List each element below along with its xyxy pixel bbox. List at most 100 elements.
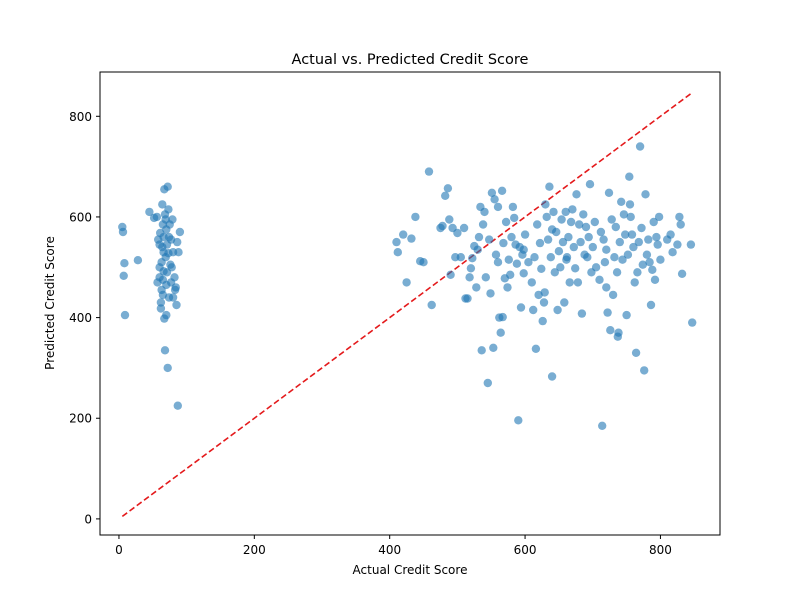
data-point <box>541 200 550 209</box>
plot-frame <box>99 71 721 536</box>
data-point <box>610 253 619 262</box>
y-tick-label: 800 <box>69 110 92 124</box>
data-point <box>499 238 508 248</box>
data-point <box>556 263 565 272</box>
x-axis-label: Actual Credit Score <box>353 563 468 577</box>
data-point <box>419 258 428 267</box>
data-point <box>530 253 539 262</box>
data-point <box>549 207 558 217</box>
data-point <box>152 212 162 222</box>
data-point <box>171 283 180 292</box>
data-point <box>466 264 476 273</box>
data-point <box>577 309 587 318</box>
data-point <box>156 298 166 307</box>
data-point <box>566 217 576 227</box>
data-point <box>579 210 588 219</box>
data-point <box>585 180 595 189</box>
data-point <box>120 259 129 268</box>
x-tick-label: 200 <box>243 543 266 557</box>
data-point <box>546 253 555 262</box>
data-point <box>583 253 592 262</box>
data-point <box>163 363 172 373</box>
data-point <box>491 250 501 259</box>
y-axis: 0 200 400 600 800 <box>69 110 100 526</box>
y-axis-label: Predicted Credit Score <box>43 236 57 370</box>
data-point <box>533 220 542 229</box>
data-point <box>175 227 185 237</box>
data-point <box>519 269 528 278</box>
points-layer <box>118 142 697 430</box>
data-point <box>604 188 614 197</box>
data-point <box>591 263 601 272</box>
data-point <box>424 167 434 176</box>
data-point <box>584 232 593 242</box>
data-point <box>520 230 530 239</box>
data-point <box>516 303 526 312</box>
data-point <box>652 232 661 242</box>
data-point <box>564 232 573 242</box>
reference-line-layer <box>121 91 693 518</box>
data-point <box>612 268 622 277</box>
data-point <box>158 200 167 209</box>
data-point <box>407 234 416 243</box>
data-point <box>656 255 665 264</box>
data-point <box>686 240 696 249</box>
data-point <box>118 227 128 237</box>
data-point <box>677 269 687 278</box>
data-point <box>153 278 162 287</box>
x-tick-label: 800 <box>649 543 672 557</box>
data-point <box>637 223 646 233</box>
data-point <box>645 258 654 267</box>
data-point <box>646 300 656 310</box>
data-point <box>483 378 492 388</box>
data-point <box>629 242 638 252</box>
data-point <box>392 237 401 247</box>
data-point <box>539 298 549 307</box>
data-point <box>162 310 171 320</box>
data-point <box>172 300 181 310</box>
data-point <box>599 235 608 244</box>
data-point <box>543 235 553 244</box>
data-point <box>468 254 477 263</box>
data-point <box>573 278 583 287</box>
data-point <box>514 416 523 425</box>
data-point <box>644 235 653 244</box>
data-point <box>508 202 518 212</box>
data-point <box>602 283 611 292</box>
data-point <box>490 195 499 204</box>
data-point <box>459 223 469 233</box>
data-point <box>529 305 538 315</box>
data-point <box>554 247 564 256</box>
data-point <box>569 242 578 252</box>
data-point <box>535 238 545 248</box>
data-point <box>568 205 577 214</box>
data-point <box>602 245 611 254</box>
data-point <box>588 242 597 252</box>
data-point <box>160 346 170 355</box>
data-point <box>167 263 176 272</box>
data-point <box>668 248 677 257</box>
data-point <box>119 271 128 280</box>
data-point <box>576 237 585 247</box>
data-point <box>673 240 682 249</box>
data-point <box>596 227 606 237</box>
data-point <box>493 258 503 267</box>
data-point <box>603 308 612 317</box>
data-point <box>474 232 484 242</box>
data-point <box>545 182 554 191</box>
data-point <box>611 222 620 232</box>
data-point <box>649 217 658 227</box>
data-point <box>600 258 610 267</box>
y-tick-label: 200 <box>69 412 92 426</box>
data-point <box>156 228 165 238</box>
data-point <box>635 142 645 151</box>
data-point <box>168 293 178 302</box>
data-point <box>676 220 685 229</box>
data-point <box>553 305 562 315</box>
data-point <box>411 212 420 222</box>
data-point <box>666 230 675 239</box>
data-point <box>627 230 637 239</box>
data-point <box>133 256 143 265</box>
data-point <box>456 253 465 262</box>
data-point <box>571 264 580 273</box>
